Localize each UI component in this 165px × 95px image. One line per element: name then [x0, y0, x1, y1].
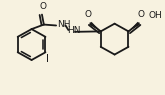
Text: O: O: [39, 2, 46, 11]
Text: O: O: [137, 10, 144, 19]
Polygon shape: [129, 22, 140, 31]
Text: I: I: [46, 54, 49, 64]
Text: HN: HN: [67, 26, 81, 35]
Text: OH: OH: [148, 11, 162, 21]
Text: O: O: [85, 10, 92, 19]
Text: NH: NH: [57, 20, 71, 29]
Polygon shape: [89, 22, 101, 31]
